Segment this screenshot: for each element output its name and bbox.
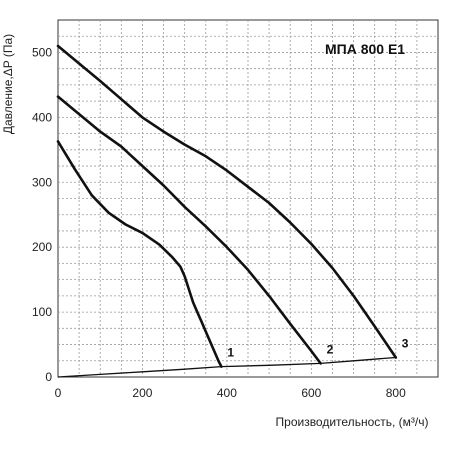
series-line-1 (56, 140, 223, 368)
curve-label-1: 1 (227, 346, 234, 360)
curve-label-3: 3 (402, 337, 409, 351)
y-tick-label: 300 (32, 175, 52, 189)
chart-title: МПА 800 Е1 (325, 41, 405, 57)
tick-labels: 0 200 400 600 800 0 100 200 300 400 500 (32, 45, 406, 400)
x-tick-label: 400 (217, 386, 237, 400)
grid (58, 20, 438, 377)
x-tick-label: 600 (301, 386, 321, 400)
series-line-3 (56, 44, 398, 359)
y-tick-label: 200 (32, 240, 52, 254)
y-tick-label: 400 (32, 110, 52, 124)
y-tick-label: 100 (32, 305, 52, 319)
y-tick-label: 500 (32, 45, 52, 59)
x-tick-label: 800 (386, 386, 406, 400)
curve-label-2: 2 (327, 342, 334, 356)
curve-labels: 1 2 3 (227, 337, 408, 360)
y-axis-label: Давление,ΔP (Па) (1, 34, 15, 134)
y-tick-label: 0 (45, 370, 52, 384)
series-line-2 (56, 95, 322, 365)
x-tick-label: 200 (132, 386, 152, 400)
series-curves (56, 44, 398, 368)
x-axis-label: Производительность, (м³/ч) (276, 415, 429, 429)
x-tick-label: 0 (55, 386, 62, 400)
